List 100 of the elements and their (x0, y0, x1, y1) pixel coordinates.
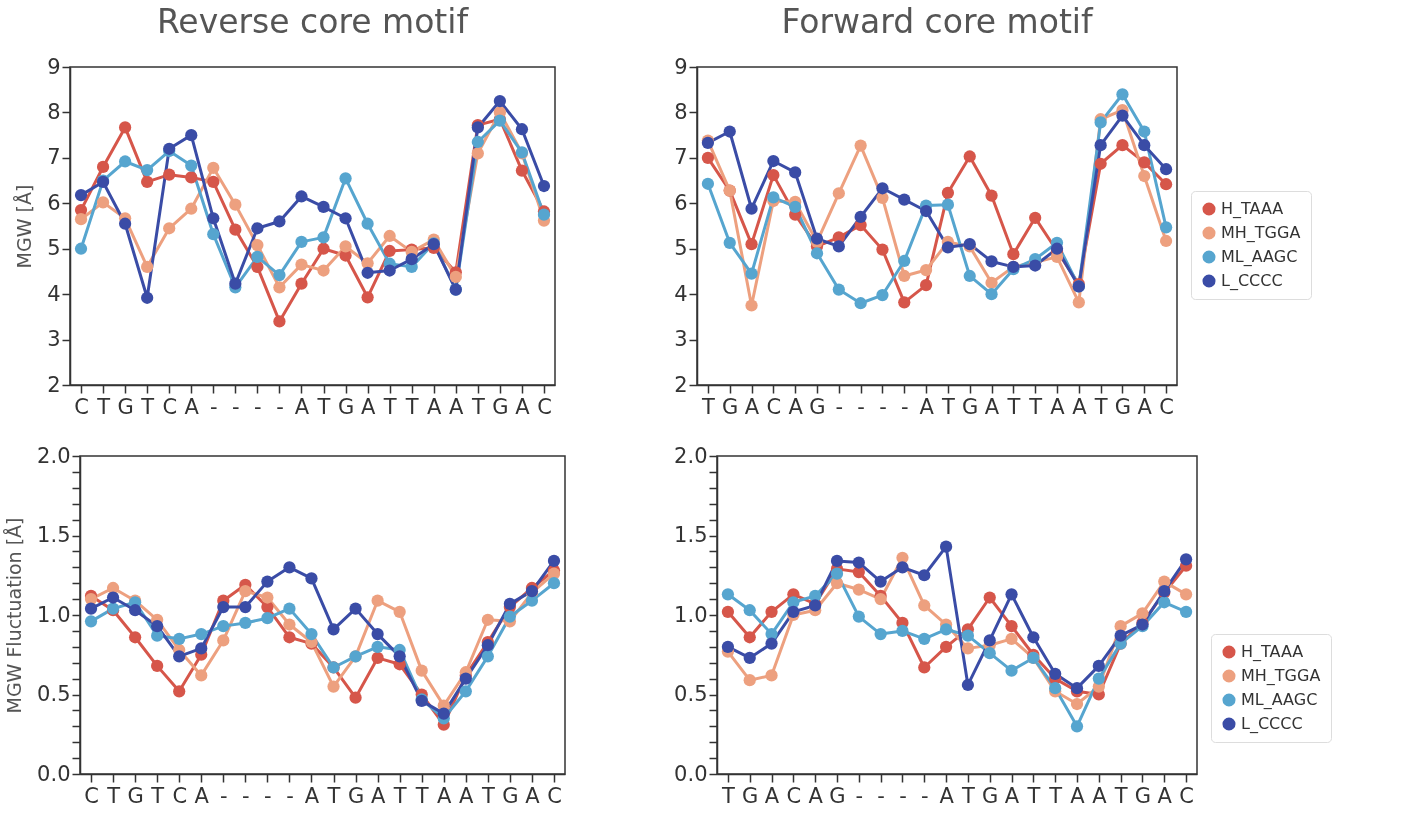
x-tick-label: A (808, 783, 824, 808)
y-tick-label: 4 (47, 281, 61, 306)
x-tick-label: G (722, 394, 739, 419)
x-tick-label: T (404, 394, 419, 419)
x-tick-label: T (721, 783, 735, 808)
x-tick-label: G (117, 394, 134, 419)
chart-title: Reverse core motif (156, 2, 470, 41)
x-tick-label: A (304, 783, 320, 808)
x-tick-label: T (1006, 394, 1021, 419)
y-tick-label: 0.0 (674, 761, 708, 786)
legend-label: MH_TGGA (1241, 666, 1321, 686)
x-tick-label: A (919, 394, 935, 419)
x-tick-label: T (316, 394, 331, 419)
y-tick-label: 0.0 (37, 761, 71, 786)
x-tick-label: - (855, 783, 864, 808)
x-tick-label: C (1159, 394, 1174, 419)
y-tick-label: 2.0 (674, 443, 708, 468)
y-tick-label: 3 (674, 327, 688, 352)
x-tick-label: - (242, 783, 250, 808)
x-tick-label: C (1179, 783, 1194, 808)
y-tick-label: 9 (674, 54, 688, 79)
x-tick-label: G (1114, 394, 1132, 419)
y-tick-label: 2.0 (37, 443, 71, 468)
x-tick-label: C (84, 783, 99, 808)
x-tick-label: - (835, 394, 844, 419)
x-tick-label: A (788, 394, 804, 419)
x-tick-label: A (1137, 394, 1153, 419)
x-tick-label: A (984, 394, 1000, 419)
x-tick-label: A (427, 394, 443, 419)
x-tick-label: - (899, 783, 907, 808)
y-tick-label: 1.5 (37, 523, 71, 547)
x-tick-label: G (742, 783, 759, 808)
y-tick-label: 6 (674, 190, 688, 215)
y-tick-label: 4 (674, 281, 688, 306)
y-tick-label: 9 (47, 54, 61, 79)
x-tick-label: - (879, 394, 887, 419)
x-tick-label: T (1026, 783, 1041, 808)
y-tick-label: 8 (47, 99, 61, 124)
x-tick-label: G (962, 394, 979, 419)
x-tick-label: T (414, 783, 429, 808)
x-tick-label: A (294, 394, 310, 419)
y-tick-label: 8 (674, 99, 688, 124)
x-tick-label: - (900, 394, 909, 419)
x-tick-label: G (809, 394, 826, 419)
x-tick-label: - (264, 783, 272, 808)
legend-label: H_TAAA (1241, 642, 1304, 662)
x-tick-label: A (437, 783, 453, 808)
legend-label: ML_AAGC (1241, 690, 1318, 710)
x-tick-label: T (96, 394, 111, 419)
x-tick-label: G (982, 783, 999, 808)
x-tick-label: A (184, 394, 200, 419)
x-tick-label: T (701, 394, 715, 419)
x-tick-label: A (1070, 783, 1086, 808)
x-tick-label: T (326, 783, 341, 808)
x-tick-label: - (857, 394, 865, 419)
x-tick-label: G (492, 394, 509, 419)
legend-label: H_TAAA (1221, 199, 1284, 219)
x-tick-label: C (162, 394, 178, 419)
x-tick-label: T (106, 783, 121, 808)
x-tick-label: G (337, 394, 355, 419)
x-tick-label: A (1157, 783, 1173, 808)
y-tick-label: 5 (47, 236, 61, 261)
x-tick-label: - (210, 394, 218, 419)
x-tick-label: C (172, 783, 188, 808)
y-tick-label: 1.0 (674, 602, 708, 627)
x-tick-label: - (254, 394, 262, 419)
x-tick-label: T (940, 394, 955, 419)
y-tick-label: 7 (674, 145, 688, 170)
y-tick-label: 7 (47, 145, 61, 170)
x-tick-label: C (537, 394, 552, 419)
x-tick-label: A (449, 394, 465, 419)
legend-label: MH_TGGA (1221, 223, 1301, 243)
legend-label: ML_AAGC (1221, 247, 1298, 267)
legend-label: L_CCCC (1221, 271, 1283, 291)
y-tick-label: 2 (674, 372, 688, 397)
x-tick-label: - (920, 783, 929, 808)
x-tick-label: - (877, 783, 885, 808)
y-tick-label: 1.5 (674, 523, 708, 547)
y-tick-label: 5 (674, 236, 688, 261)
x-tick-label: T (150, 783, 165, 808)
y-axis-title: MGW Fluctuation [Å] (3, 517, 26, 714)
x-tick-label: T (480, 783, 495, 808)
x-tick-label: T (1113, 783, 1128, 808)
x-tick-label: A (1004, 783, 1020, 808)
x-tick-label: - (286, 783, 294, 808)
x-tick-label: T (140, 394, 155, 419)
x-tick-label: A (370, 783, 386, 808)
y-axis-title: MGW [Å] (13, 184, 36, 269)
x-tick-label: T (960, 783, 975, 808)
x-tick-label: C (766, 394, 782, 419)
x-tick-label: A (764, 783, 780, 808)
x-tick-label: C (786, 783, 802, 808)
x-tick-label: T (1093, 394, 1108, 419)
chart-title: Forward core motif (781, 2, 1094, 41)
x-tick-label: G (127, 783, 144, 808)
x-tick-label: - (276, 394, 284, 419)
x-tick-label: A (360, 394, 376, 419)
x-tick-label: A (1050, 394, 1066, 419)
x-tick-label: G (1134, 783, 1152, 808)
x-tick-label: C (547, 783, 562, 808)
